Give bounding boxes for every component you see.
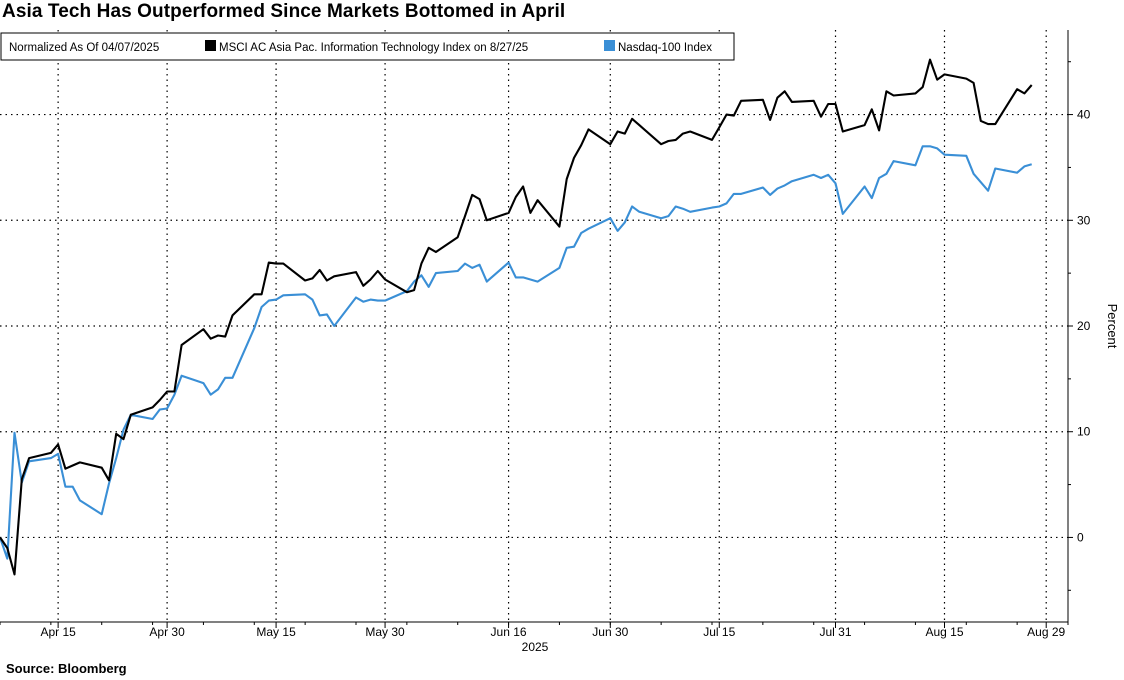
legend-label-msci: MSCI AC Asia Pac. Information Technology… bbox=[219, 42, 528, 54]
legend-swatch-msci bbox=[205, 40, 216, 51]
y-axis-label: Percent bbox=[1105, 304, 1120, 349]
y-tick-label: 40 bbox=[1077, 108, 1091, 122]
x-tick-label: Aug 29 bbox=[1027, 625, 1065, 639]
legend-label-nasdaq: Nasdaq-100 Index bbox=[618, 42, 712, 54]
legend: Normalized As Of 04/07/2025 MSCI AC Asia… bbox=[0, 32, 735, 61]
x-tick-label: May 15 bbox=[256, 625, 296, 639]
chart-title: Asia Tech Has Outperformed Since Markets… bbox=[2, 1, 566, 22]
series-lines bbox=[0, 58, 1033, 576]
axes: 0 10 20 30 40 Apr 15 Apr 30 May 15 May 30 Jun 16 J… bbox=[0, 30, 1091, 639]
series-line-msci bbox=[0, 58, 1033, 576]
x-tick-label: Apr 15 bbox=[40, 625, 76, 639]
grid-lines bbox=[0, 30, 1068, 622]
x-tick-label: Jul 31 bbox=[819, 625, 851, 639]
y-tick-label: 10 bbox=[1077, 425, 1091, 439]
x-tick-label: Jul 15 bbox=[703, 625, 735, 639]
x-tick-label: Jun 16 bbox=[491, 625, 527, 639]
x-tick-label: May 30 bbox=[365, 625, 405, 639]
x-tick-label: Aug 15 bbox=[925, 625, 963, 639]
x-axis-year-label: 2025 bbox=[522, 640, 549, 654]
y-tick-label: 0 bbox=[1077, 530, 1084, 544]
source-note: Source: Bloomberg bbox=[6, 661, 127, 676]
legend-swatch-nasdaq bbox=[604, 40, 615, 51]
y-tick-label: 20 bbox=[1077, 319, 1091, 333]
series-line-nasdaq bbox=[0, 145, 1032, 560]
y-tick-label: 30 bbox=[1077, 213, 1091, 227]
x-tick-label: Jun 30 bbox=[592, 625, 628, 639]
legend-subtitle: Normalized As Of 04/07/2025 bbox=[9, 42, 159, 54]
x-tick-label: Apr 30 bbox=[149, 625, 185, 639]
